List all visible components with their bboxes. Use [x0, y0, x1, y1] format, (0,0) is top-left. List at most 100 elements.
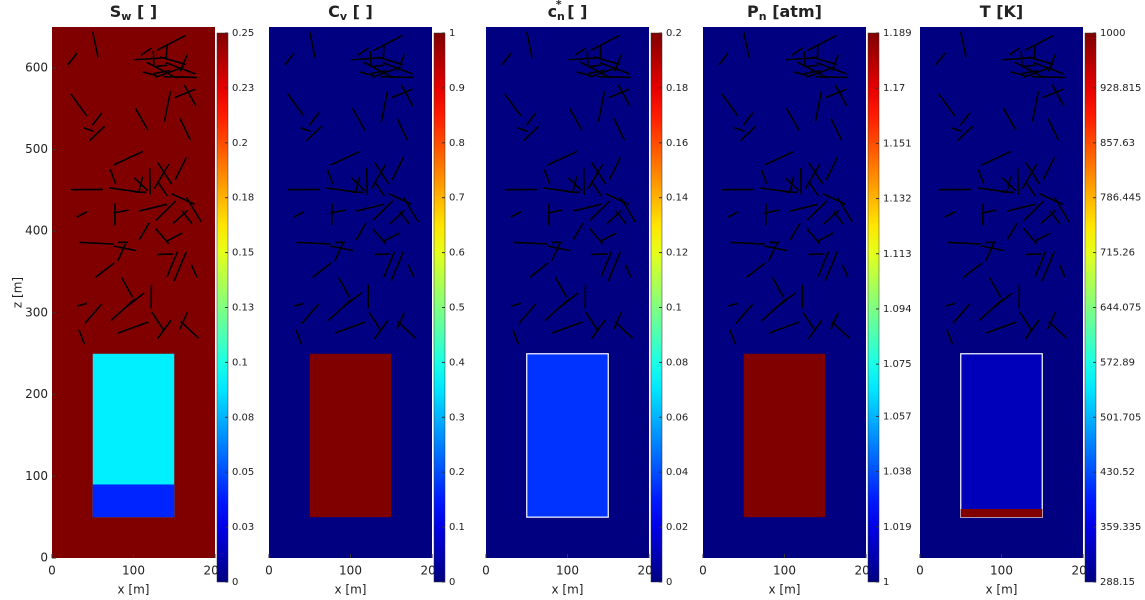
- fracture: [88, 125, 106, 142]
- fracture: [951, 126, 962, 133]
- fracture: [518, 303, 537, 325]
- fracture: [70, 93, 88, 117]
- fracture: [836, 196, 854, 223]
- fracture: [529, 262, 549, 278]
- fracture: [179, 312, 188, 330]
- fracture: [396, 118, 409, 141]
- fracture: [156, 34, 186, 52]
- fracture: [134, 107, 149, 131]
- fracture: [151, 311, 165, 331]
- colorbar-tick-label: 0.4: [449, 357, 465, 368]
- fracture: [742, 112, 754, 126]
- fracture: [1006, 222, 1018, 241]
- fracture: [591, 253, 608, 256]
- field-region: [960, 353, 1043, 518]
- fracture: [589, 227, 604, 245]
- fracture: [180, 320, 200, 339]
- colorbar-tick-label: 1: [449, 28, 455, 39]
- fracture: [797, 61, 828, 79]
- fracture: [190, 264, 198, 278]
- fracture: [1023, 227, 1038, 245]
- title-part: [ ]: [347, 2, 373, 21]
- fracture: [359, 71, 374, 77]
- fracture: [834, 84, 848, 107]
- fracture: [814, 75, 848, 79]
- fracture: [806, 66, 835, 79]
- fracture: [357, 47, 370, 56]
- fracture: [138, 203, 168, 212]
- fracture: [113, 150, 144, 166]
- fracture: [551, 321, 583, 334]
- y-tick-label: 100: [25, 469, 48, 483]
- fracture: [1048, 320, 1068, 339]
- fracture: [391, 88, 413, 99]
- fracture: [543, 187, 577, 194]
- colorbar-tick-label: 857.63: [1100, 138, 1135, 149]
- fracture: [83, 126, 94, 133]
- fracture: [761, 298, 787, 322]
- colorbar-tick-label: 0.15: [232, 248, 254, 259]
- fracture: [171, 193, 196, 206]
- fracture: [944, 211, 956, 218]
- field: [269, 27, 432, 558]
- fracture: [517, 126, 528, 133]
- fracture: [963, 262, 983, 278]
- fracture: [1058, 264, 1066, 278]
- colorbar-tick-label: 0.6: [449, 248, 465, 259]
- fracture: [1021, 69, 1038, 75]
- y-tick-label: 0: [40, 551, 48, 565]
- fracture: [373, 319, 389, 340]
- x-axis-label: x [m]: [118, 583, 150, 597]
- fracture: [380, 91, 389, 122]
- fracture: [739, 125, 757, 142]
- fracture: [977, 169, 985, 185]
- fracture: [91, 112, 103, 126]
- fracture: [400, 84, 414, 107]
- fracture: [95, 262, 115, 278]
- colorbar-tick-label: 0.08: [232, 412, 254, 423]
- fracture: [301, 303, 320, 325]
- fracture: [163, 75, 197, 79]
- fracture: [804, 163, 821, 189]
- fracture: [157, 162, 173, 185]
- fracture: [793, 71, 808, 77]
- fracture: [597, 75, 631, 79]
- fracture: [547, 150, 578, 166]
- fracture: [985, 321, 1017, 334]
- field: [920, 27, 1083, 558]
- fracture: [554, 276, 568, 298]
- fracture: [296, 241, 331, 245]
- fracture: [402, 196, 420, 223]
- fracture: [391, 156, 405, 181]
- panel-title: Pn [atm]: [747, 2, 822, 24]
- field-region: [309, 353, 392, 518]
- colorbar-tick-label: 0.8: [449, 138, 465, 149]
- fracture: [959, 31, 967, 58]
- fracture: [155, 200, 177, 221]
- fracture: [988, 276, 1002, 298]
- fracture: [946, 329, 954, 345]
- colorbar-tick-label: 715.26: [1100, 248, 1135, 259]
- fracture: [589, 200, 611, 221]
- fracture: [76, 211, 88, 218]
- panel-title: Sw [ ]: [110, 2, 157, 24]
- fracture: [371, 64, 385, 68]
- fracture: [388, 193, 413, 206]
- fracture: [91, 31, 99, 58]
- fracture: [590, 34, 620, 52]
- title-part: v: [340, 10, 348, 23]
- fracture: [78, 329, 86, 345]
- colorbar-tick-label: 1.17: [883, 83, 905, 94]
- colorbar-tick-label: 0.23: [232, 83, 254, 94]
- fracture: [522, 125, 540, 142]
- fracture: [728, 302, 739, 307]
- fracture: [293, 211, 305, 218]
- fracture: [734, 126, 745, 133]
- fracture: [952, 303, 971, 325]
- fracture: [1023, 200, 1045, 221]
- colorbar-tick-label: 0.18: [232, 193, 254, 204]
- fracture: [1022, 64, 1036, 68]
- panel-title: Cv [ ]: [328, 2, 373, 24]
- fracture: [160, 56, 186, 66]
